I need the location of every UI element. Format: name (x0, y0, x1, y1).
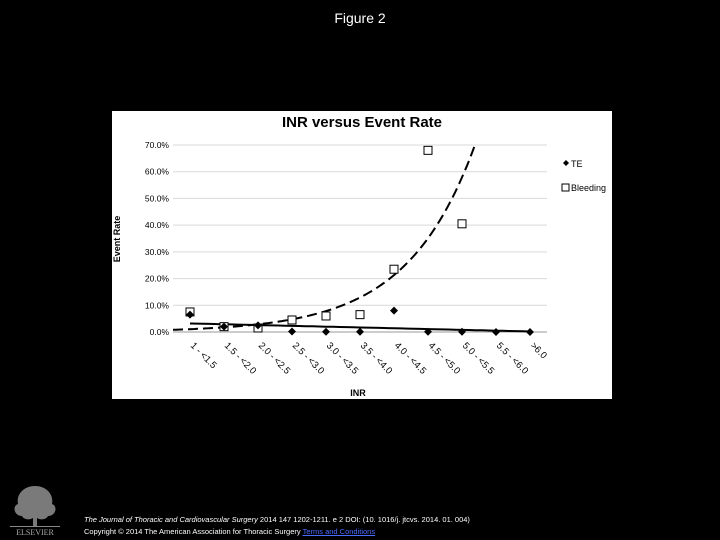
x-tick-label: 2.5 - <3.0 (290, 340, 326, 376)
x-tick-label: 1 - <1.5 (188, 340, 219, 371)
te-point (492, 328, 500, 336)
citation-ref: 2014 147 1202-1211. e 2 DOI: (10. 1016/j… (257, 515, 470, 524)
x-tick-labels: 1 - <1.5 1.5 - <2.02.0 - <2.52.5 - <3.03.… (188, 340, 549, 376)
te-point (186, 310, 194, 319)
logo-text: ELSEVIER (16, 528, 54, 537)
bleeding-point (355, 310, 365, 320)
x-tick-label: 3.5 - <4.0 (358, 340, 394, 376)
x-tick-label: >6.0 (528, 340, 549, 361)
te-point (458, 327, 466, 336)
legend: TE Bleeding (561, 159, 606, 193)
y-tick-label: 70.0% (145, 140, 170, 150)
y-tick-label: 0.0% (150, 327, 170, 337)
y-tick-label: 30.0% (145, 247, 170, 257)
x-tick-label: 1.5 - <2.0 (222, 340, 258, 376)
te-point (322, 327, 330, 336)
x-tick-label: 5.5 - <6.0 (494, 340, 530, 376)
terms-link[interactable]: Terms and Conditions (302, 527, 376, 536)
journal-name: The Journal of Thoracic and Cardiovascul… (84, 515, 258, 524)
citation-line-1: The Journal of Thoracic and Cardiovascul… (84, 514, 470, 526)
y-tick-label: 60.0% (145, 167, 170, 177)
te-point (220, 322, 228, 331)
legend-te-marker (563, 160, 569, 166)
bleeding-point (287, 315, 297, 325)
chart-title: INR versus Event Rate (282, 114, 442, 131)
bleeding-trendline (172, 144, 476, 331)
citation-line-2: Copyright © 2014 The American Associatio… (84, 526, 470, 538)
te-point (254, 321, 262, 330)
figure-title: Figure 2 (334, 10, 386, 26)
te-point (390, 306, 398, 315)
trendlines (172, 144, 531, 333)
te-point (424, 327, 432, 336)
x-tick-label: 5.0 - <5.5 (460, 340, 496, 376)
bleeding-point (321, 311, 331, 321)
bleeding-point (389, 264, 399, 274)
te-point (288, 327, 296, 336)
te-point (526, 328, 534, 336)
citation: The Journal of Thoracic and Cardiovascul… (84, 514, 470, 538)
bleeding-point (423, 145, 433, 155)
y-tick-label: 10.0% (145, 300, 170, 310)
te-trendline (189, 322, 531, 333)
x-tick-label: 2.0 - <2.5 (256, 340, 292, 376)
chart-panel: INR versus Event Rate 70.0% 60.0% 50.0% 40.… (112, 111, 612, 399)
chart-svg: INR versus Event Rate 70.0% 60.0% 50.0% 40.… (112, 114, 606, 398)
legend-bleeding-label: Bleeding (571, 183, 606, 193)
y-tick-labels: 70.0% 60.0% 50.0% 40.0% 30.0% 20.0% 10.0% 0.0% (145, 140, 170, 337)
y-axis-label: Event Rate (112, 216, 122, 263)
x-tick-label: 4.5 - <5.0 (426, 340, 462, 376)
elsevier-tree-icon: ELSEVIER (6, 480, 64, 538)
x-axis-label: INR (350, 388, 366, 398)
x-tick-label: 3.0 - <3.5 (324, 340, 360, 376)
bleeding-point (457, 219, 467, 229)
copyright-text: Copyright © 2014 The American Associatio… (84, 527, 303, 536)
y-tick-label: 40.0% (145, 220, 170, 230)
te-point (356, 327, 364, 336)
data-markers (185, 145, 534, 336)
gridlines (173, 144, 547, 333)
x-tick-label: 4.0 - <4.5 (392, 340, 428, 376)
y-tick-label: 20.0% (145, 274, 170, 284)
legend-bleeding-marker (561, 183, 570, 192)
legend-te-label: TE (571, 159, 583, 169)
y-tick-label: 50.0% (145, 193, 170, 203)
